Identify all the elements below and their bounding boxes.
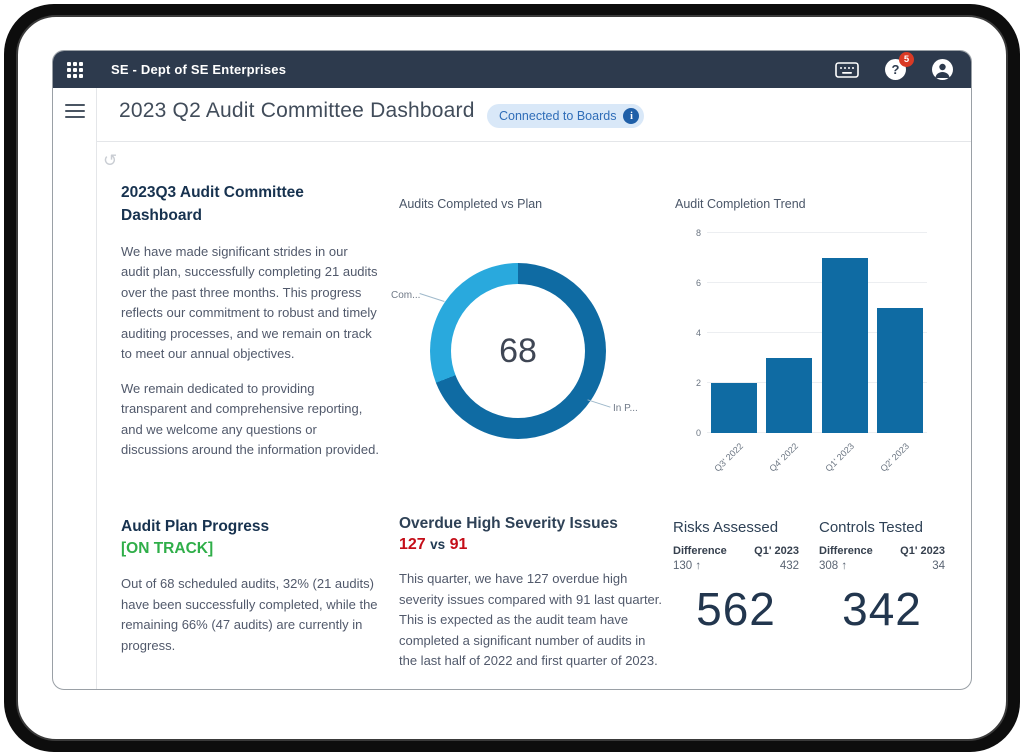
leader-line-completed xyxy=(419,293,445,302)
overdue-previous-value: 91 xyxy=(449,536,468,553)
kpi-diff-value: 130 ↑ xyxy=(673,560,702,572)
y-axis-tick-label: 0 xyxy=(695,428,701,438)
donut-center-value: 68 xyxy=(499,331,537,370)
app-grid-icon[interactable] xyxy=(67,61,83,78)
plan-progress-section: Audit Plan Progress [ON TRACK] Out of 68… xyxy=(121,515,379,656)
y-axis-tick-label: 4 xyxy=(695,328,701,338)
overdue-issues-section: Overdue High Severity Issues 127 vs 91 T… xyxy=(399,515,665,672)
page-title: 2023 Q2 Audit Committee Dashboard xyxy=(119,99,475,122)
kpi-quarter-value: 432 xyxy=(779,560,799,572)
kpi-title: Risks Assessed xyxy=(673,519,779,536)
y-axis-tick-label: 8 xyxy=(695,228,701,238)
gridline xyxy=(707,382,927,383)
overdue-comparison: 127 vs 91 xyxy=(399,536,665,554)
gridline xyxy=(707,282,927,283)
donut-hole: 68 xyxy=(451,284,585,418)
kpi-risks-assessed: Risks Assessed Difference Q1' 2023 130 ↑… xyxy=(673,519,799,636)
y-axis-tick-label: 6 xyxy=(695,278,701,288)
y-axis-tick-label: 2 xyxy=(695,378,701,388)
summary-heading: 2023Q3 Audit Committee Dashboard xyxy=(121,184,304,225)
gridline xyxy=(707,332,927,333)
bar[interactable] xyxy=(711,383,757,433)
info-icon[interactable]: i xyxy=(623,108,640,124)
refresh-icon[interactable]: ↺ xyxy=(103,151,118,170)
overdue-body: This quarter, we have 127 overdue high s… xyxy=(399,571,663,669)
x-axis-category-label: Q3' 2022 xyxy=(712,441,746,474)
bar[interactable] xyxy=(821,258,868,433)
dashboard-screen: SE - Dept of SE Enterprises ? 5 xyxy=(52,50,972,690)
gridline xyxy=(707,432,927,433)
keyboard-icon[interactable] xyxy=(835,61,859,78)
kpi-diff-label: Difference xyxy=(673,545,727,557)
summary-paragraph-1: We have made significant strides in our … xyxy=(121,243,378,362)
notification-badge: 5 xyxy=(899,52,914,67)
kpi-diff-label: Difference xyxy=(819,545,873,557)
kpi-quarter-label: Q1' 2023 xyxy=(754,545,799,557)
kpi-section: Risks Assessed Difference Q1' 2023 130 ↑… xyxy=(673,519,945,636)
kpi-total-value: 342 xyxy=(842,583,922,635)
menu-icon[interactable] xyxy=(65,104,85,122)
donut-label-in-progress: In P... xyxy=(613,403,638,414)
bar[interactable] xyxy=(876,308,923,433)
kpi-total-value: 562 xyxy=(696,583,776,635)
status-on-track: [ON TRACK] xyxy=(121,540,214,558)
donut-label-completed: Com... xyxy=(391,290,421,301)
vertical-divider xyxy=(96,88,97,689)
bar-chart[interactable]: 0 2 4 6 8 Q3' 2022 Q4' 2022 Q1' 2023 Q2' 2023 xyxy=(696,228,927,474)
plan-progress-heading: Audit Plan Progress xyxy=(121,518,270,535)
kpi-controls-tested: Controls Tested Difference Q1' 2023 308 … xyxy=(819,519,945,636)
user-avatar-icon[interactable] xyxy=(932,59,953,80)
bar-chart-title: Audit Completion Trend xyxy=(675,197,806,211)
horizontal-divider xyxy=(96,141,971,142)
kpi-quarter-label: Q1' 2023 xyxy=(900,545,945,557)
donut-chart-title: Audits Completed vs Plan xyxy=(399,197,543,211)
gridline xyxy=(707,232,927,233)
help-icon[interactable]: ? 5 xyxy=(885,52,914,80)
badge-label: Connected to Boards xyxy=(499,109,617,123)
x-axis-category-label: Q1' 2023 xyxy=(823,441,857,474)
x-axis-category-label: Q4' 2022 xyxy=(767,441,801,474)
workspace-title: SE - Dept of SE Enterprises xyxy=(111,62,287,77)
summary-paragraph-2: We remain dedicated to providing transpa… xyxy=(121,380,379,458)
kpi-diff-value: 308 ↑ xyxy=(819,560,848,572)
connected-to-boards-badge[interactable]: Connected to Boards i xyxy=(487,104,645,128)
plan-progress-body: Out of 68 scheduled audits, 32% (21 audi… xyxy=(121,576,378,653)
overdue-heading: Overdue High Severity Issues xyxy=(399,515,618,532)
top-navigation-bar: SE - Dept of SE Enterprises ? 5 xyxy=(53,51,971,88)
x-axis-category-label: Q2' 2023 xyxy=(878,441,912,474)
kpi-title: Controls Tested xyxy=(819,519,923,536)
donut-chart[interactable]: 68 xyxy=(430,263,606,439)
overdue-current-value: 127 xyxy=(399,536,426,553)
leader-line-in-progress xyxy=(587,399,611,408)
bar[interactable] xyxy=(766,358,813,433)
overdue-vs-label: vs xyxy=(430,537,446,552)
summary-section: 2023Q3 Audit Committee Dashboard We have… xyxy=(121,181,379,461)
kpi-quarter-value: 34 xyxy=(932,560,945,572)
